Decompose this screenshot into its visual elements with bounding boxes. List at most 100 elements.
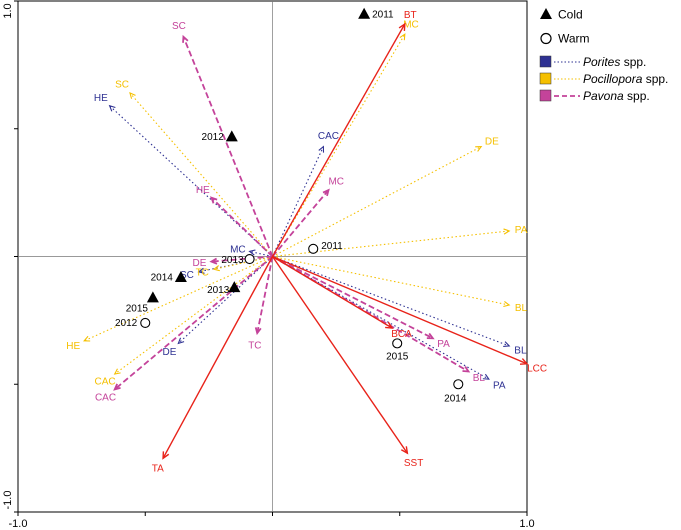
legend-cold-marker: [540, 8, 552, 19]
warm-marker: [140, 317, 151, 328]
series-vector-pocillopora: MC: [272, 19, 419, 257]
series-vector-pavona: DE: [193, 255, 273, 269]
vector-label: MC: [328, 176, 344, 187]
series-vector-pavona: MC: [271, 176, 344, 258]
series-vector-pocillopora: TC: [196, 255, 273, 278]
vector-label: SST: [404, 458, 423, 469]
legend-label: Pocillopora spp.: [583, 72, 668, 86]
legend-item-pavona: Pavona spp.: [539, 89, 650, 103]
vector-label: MC: [230, 244, 246, 255]
x-tick-label: -1.0: [9, 518, 28, 530]
vector-label: SC: [172, 21, 186, 32]
vector-label: LCC: [527, 364, 547, 375]
series-vector-pocillopora: HE: [66, 255, 273, 352]
cold-marker: [174, 270, 187, 282]
warm-marker: [308, 243, 319, 254]
series-vector-pocillopora: SC: [115, 79, 273, 257]
legend-swatch: [539, 55, 552, 68]
axes: -1.0 1.0 1.0 -1.0: [2, 0, 535, 530]
sample-label: 2012: [202, 132, 225, 143]
vector-label: CAC: [318, 131, 339, 142]
sample-label: 2015: [126, 303, 149, 314]
sample-label: 2011: [321, 241, 343, 252]
warm-marker: [244, 254, 255, 265]
legend-label: Warm: [558, 32, 590, 46]
cold-marker: [358, 7, 371, 19]
legend: Cold Warm Porites spp. Pocillopora spp. Pavo…: [539, 8, 668, 103]
series-vector-pocillopora: PA: [272, 225, 528, 258]
sample-label: 2013: [221, 255, 244, 266]
legend-swatch: [539, 89, 552, 102]
sample-label: 2012: [115, 318, 138, 329]
vector-label: DE: [193, 258, 207, 269]
vector-label: HE: [196, 185, 210, 196]
vector-label: TC: [196, 267, 209, 278]
legend-label: Pavona spp.: [583, 89, 650, 103]
vector-label: HE: [66, 341, 80, 352]
legend-label: Cold: [558, 8, 583, 22]
sample-label: 2011: [372, 9, 394, 20]
vector-label: TA: [152, 464, 164, 475]
sample-label: 2013: [207, 285, 230, 296]
vector-label: TC: [248, 340, 261, 351]
environment-vector: TA: [152, 256, 274, 475]
sample-point: 2011: [358, 7, 394, 20]
series-vector-porites: HE: [94, 93, 273, 257]
vector-label: BCA: [391, 329, 412, 340]
y-tick-label: -1.0: [2, 491, 14, 510]
series-vector-pavona: TC: [248, 256, 274, 351]
environment-vector: SST: [271, 256, 423, 469]
warm-marker: [392, 338, 403, 349]
environment-vector: LCC: [272, 255, 547, 375]
sample-point: 2015: [386, 338, 409, 362]
vector-label: BL: [514, 346, 527, 357]
sample-point: 2012: [115, 317, 151, 329]
y-tick-label: 1.0: [2, 3, 14, 18]
legend-warm-marker: [540, 32, 552, 45]
vector-label: BL: [515, 303, 528, 314]
sample-label: 2014: [444, 393, 467, 404]
vector-label: DE: [485, 137, 499, 148]
samples: 2011 2012 2014 2015 2013 2011 2013 2012 2015 2014: [115, 7, 467, 404]
legend-item-cold: Cold: [540, 8, 583, 22]
sample-point: 2013: [207, 281, 241, 296]
environment-vector: BT: [271, 10, 417, 257]
cold-marker: [228, 281, 241, 293]
vector-label: PA: [437, 339, 450, 350]
series-vector-pavona: CAC: [95, 255, 274, 404]
sample-point: 2011: [308, 241, 343, 254]
warm-marker: [453, 379, 464, 390]
sample-label: 2015: [386, 351, 409, 362]
vector-label: PA: [515, 225, 528, 236]
cold-marker: [146, 291, 159, 303]
series-vector-pavona: SC: [172, 21, 274, 257]
sample-point: 2014: [151, 270, 187, 283]
x-tick-label: 1.0: [519, 518, 534, 530]
legend-label: Porites spp.: [583, 55, 646, 69]
environment-vector: BCA: [272, 255, 412, 340]
legend-item-warm: Warm: [540, 32, 590, 46]
vector-label: HE: [94, 93, 108, 104]
sample-point: 2013: [221, 254, 255, 266]
series-vector-pavona: PA: [272, 255, 450, 350]
series-vector-porites: CAC: [272, 131, 339, 257]
vector-label: SC: [115, 79, 129, 90]
series-vector-porites: BL: [272, 255, 527, 357]
legend-item-porites: Porites spp.: [539, 55, 646, 69]
series-vector-pavona: HE: [196, 185, 274, 258]
legend-swatch: [539, 72, 552, 85]
series-vector-pocillopora: CAC: [95, 256, 273, 388]
sample-point: 2014: [444, 379, 467, 404]
series-vector-porites: DE: [163, 256, 273, 358]
sample-point: 2015: [126, 291, 159, 314]
sample-label: 2014: [151, 272, 174, 283]
vector-label: DE: [163, 347, 177, 358]
series-vector-pocillopora: BL: [272, 255, 528, 314]
vector-label: BT: [404, 10, 417, 21]
vector-label: MC: [403, 19, 419, 30]
sample-point: 2012: [202, 130, 238, 143]
vector-label: BL: [473, 373, 486, 384]
series-vector-pocillopora: DE: [272, 137, 499, 257]
